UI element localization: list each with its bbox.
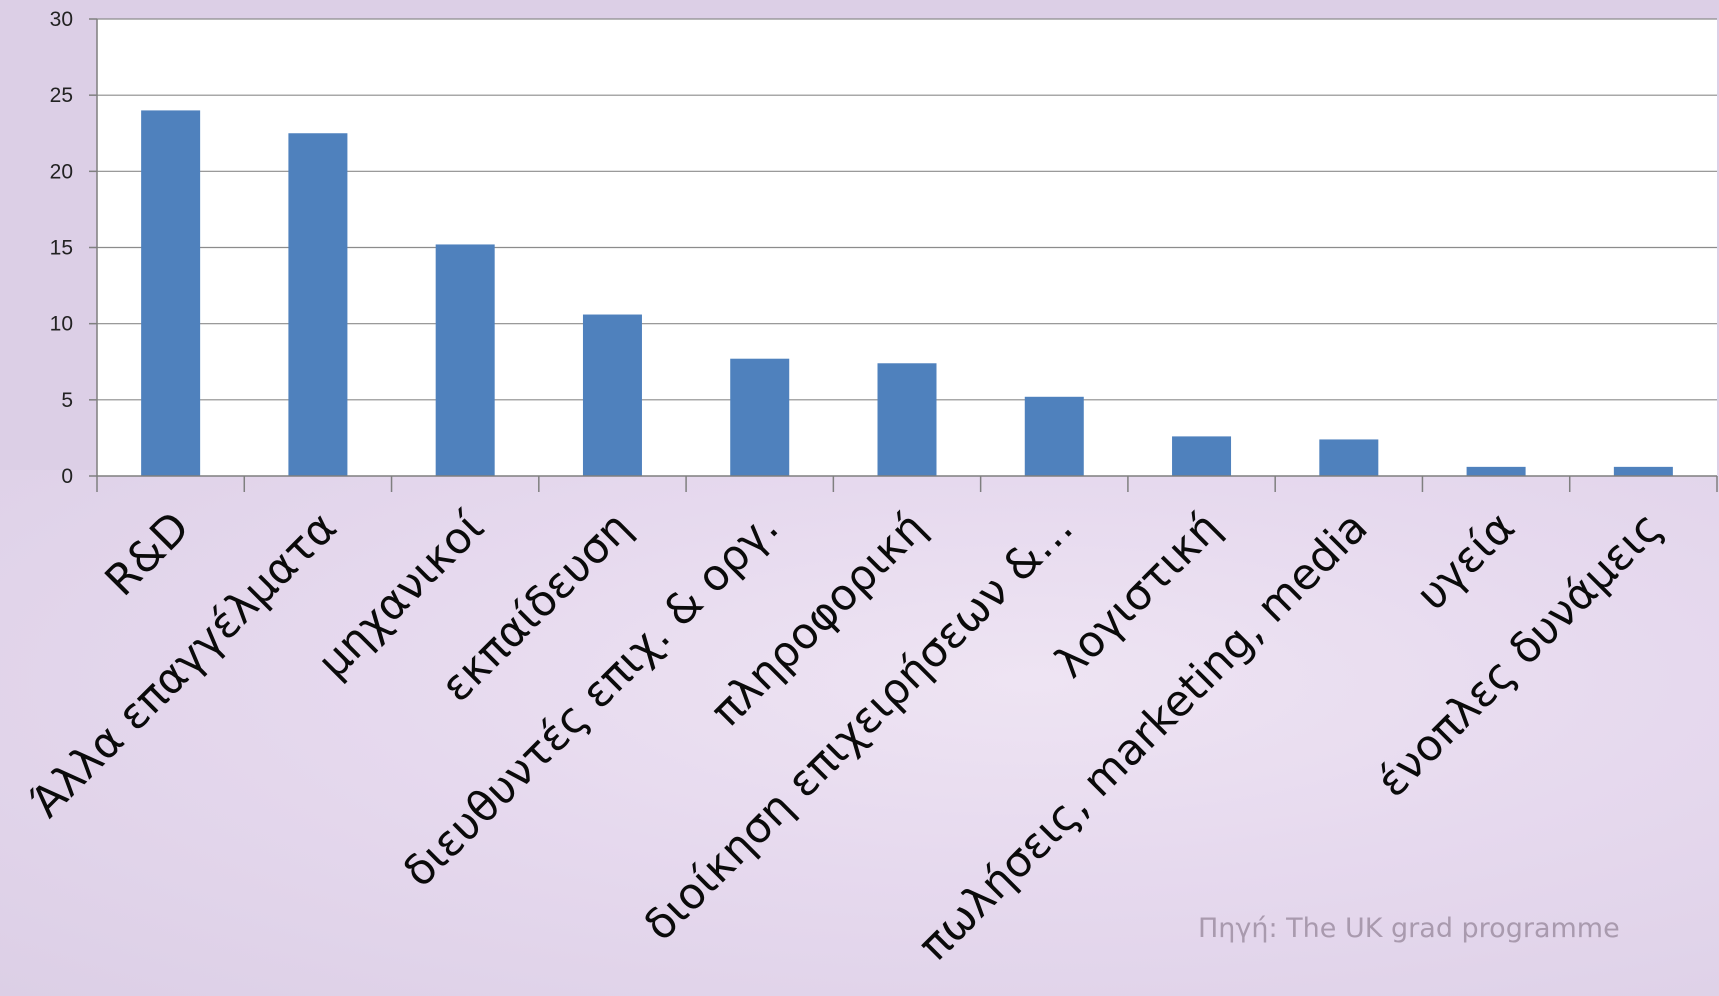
y-tick-label: 20 (50, 160, 73, 183)
bar (435, 244, 495, 476)
bar (1613, 466, 1673, 476)
x-tick-label: R&D (96, 502, 200, 606)
background-decoration (0, 470, 1719, 996)
bar (582, 314, 642, 476)
y-tick-label: 5 (61, 389, 73, 412)
x-tick-label: υγεία (1407, 502, 1525, 620)
bar (141, 110, 201, 477)
bar (1319, 439, 1379, 476)
axes (96, 19, 1718, 492)
y-tick-label: 25 (50, 84, 73, 107)
y-tick-label: 0 (61, 465, 73, 488)
bar (1466, 466, 1526, 476)
bar (288, 133, 348, 476)
y-tick-labels: 0 5 10 15 20 25 30 (50, 8, 73, 488)
y-tick-label: 30 (50, 8, 73, 31)
x-tick-label: ένοπλες δυνάμεις (1367, 502, 1672, 807)
bars (141, 110, 1673, 477)
gridlines (89, 18, 1717, 477)
y-tick-label: 15 (50, 237, 73, 260)
bar (730, 358, 790, 476)
bar (877, 363, 937, 476)
bar (1024, 396, 1084, 476)
y-tick-label: 10 (50, 313, 73, 336)
source-note: Πηγή: The UK grad programme (1198, 913, 1620, 944)
bar (1172, 436, 1232, 476)
